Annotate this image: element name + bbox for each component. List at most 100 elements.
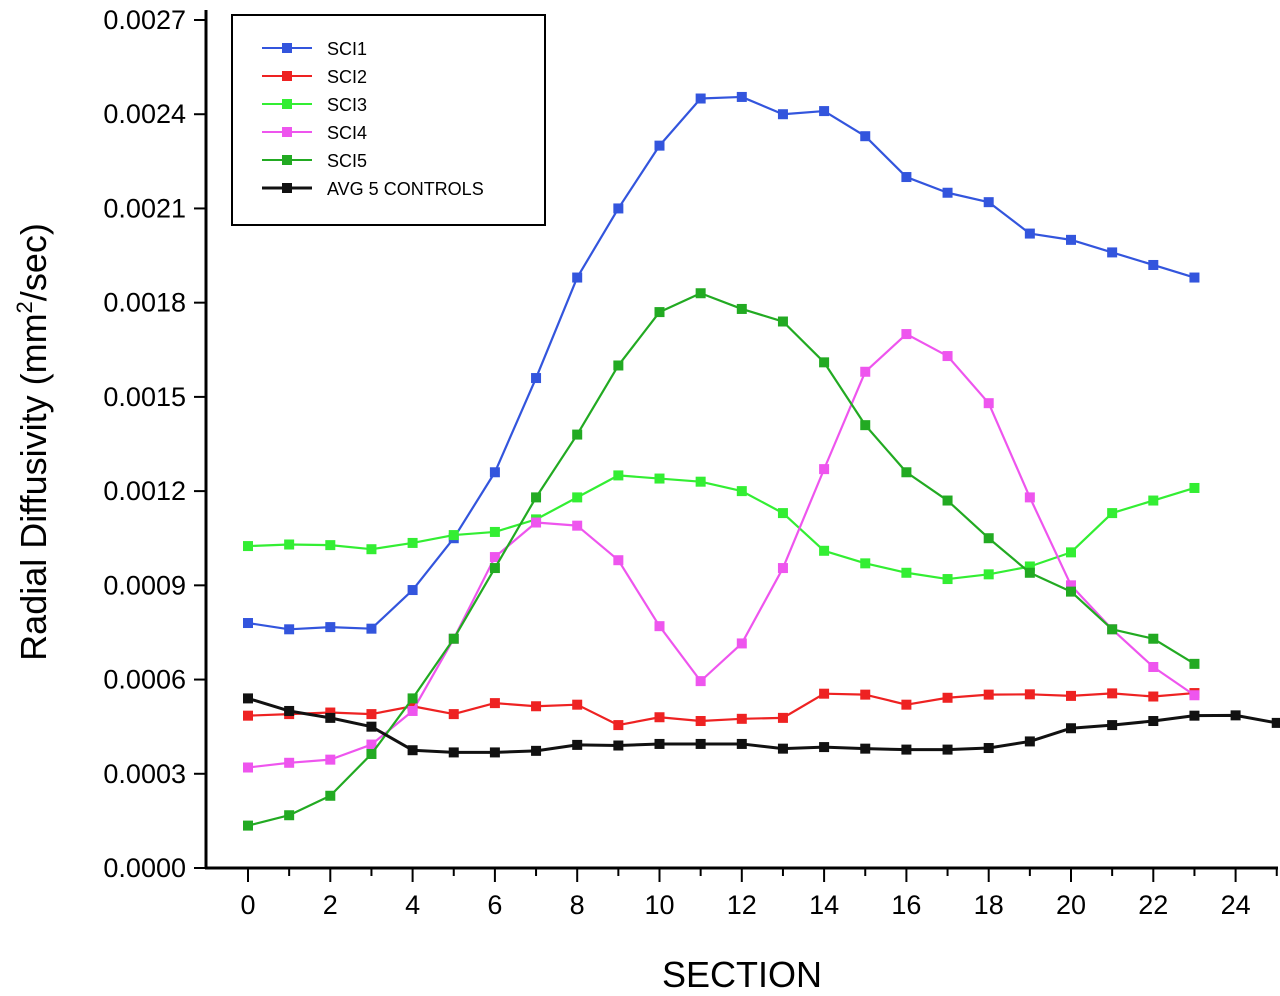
data-point [901, 329, 912, 340]
data-point [983, 689, 994, 700]
data-point [1107, 688, 1118, 699]
data-point [1189, 272, 1200, 283]
data-point [1148, 691, 1159, 702]
legend-label: SCI3 [327, 95, 367, 115]
data-point [448, 709, 459, 720]
y-tick-label: 0.0003 [103, 759, 186, 789]
x-tick-label: 14 [809, 890, 839, 920]
data-point [736, 486, 747, 497]
legend-swatch-marker [282, 155, 292, 165]
data-point [1189, 710, 1200, 721]
data-point [325, 707, 336, 718]
data-point [1271, 717, 1280, 728]
data-point [489, 552, 500, 563]
data-point [284, 705, 295, 716]
series-sci4 [243, 329, 1200, 773]
data-point [1189, 482, 1200, 493]
legend: SCI1 SCI2 SCI3 SCI4 SCI5 AVG 5 CONTROLS [231, 14, 546, 226]
data-point [860, 420, 871, 431]
series-line [247, 292, 1196, 827]
x-tick-label: 20 [1056, 890, 1086, 920]
data-point [613, 720, 624, 731]
data-point [366, 709, 377, 720]
data-point [777, 109, 788, 120]
data-point [243, 710, 253, 721]
data-point [243, 541, 253, 552]
data-point [819, 464, 830, 475]
data-point [284, 539, 295, 550]
data-point [901, 567, 912, 578]
data-point [284, 624, 295, 635]
data-point [1066, 234, 1076, 245]
data-point [777, 563, 788, 574]
data-point [1024, 561, 1035, 572]
data-point [366, 544, 377, 555]
legend-swatch-marker [282, 99, 292, 109]
series-avg-5-controls [243, 693, 1280, 758]
data-point [695, 716, 706, 727]
y-tick-label: 0.0024 [103, 99, 186, 129]
data-point [572, 492, 583, 503]
x-axis-ticks: 0 2 4 6 8 10 12 14 16 18 20 22 24 [240, 868, 1278, 920]
data-point [613, 740, 624, 751]
data-point [366, 721, 377, 732]
y-axis-title: Radial Diffusivity (mm2/sec) [12, 223, 54, 661]
data-point [1024, 228, 1035, 239]
legend-label: SCI1 [327, 39, 367, 59]
x-tick-label: 16 [891, 890, 921, 920]
data-point [1107, 247, 1118, 258]
data-point [531, 492, 542, 503]
data-point [1024, 689, 1035, 700]
data-point [1148, 633, 1159, 644]
data-point [1066, 580, 1076, 591]
legend-swatch-marker [282, 71, 292, 81]
data-point [407, 693, 418, 704]
data-point [1148, 259, 1159, 270]
data-point [1230, 710, 1241, 721]
data-point [366, 748, 377, 759]
data-point [695, 676, 706, 687]
data-point [942, 692, 953, 703]
series-sci2 [243, 688, 1200, 731]
legend-label: AVG 5 CONTROLS [327, 179, 484, 199]
y-tick-label: 0.0009 [103, 570, 186, 600]
data-point [736, 738, 747, 749]
data-point [489, 467, 500, 478]
legend-item: SCI4 [262, 123, 367, 143]
legend-item: AVG 5 CONTROLS [262, 179, 484, 199]
data-point [983, 533, 994, 544]
data-point [736, 713, 747, 724]
legend-item: SCI5 [262, 151, 367, 171]
data-point [736, 638, 747, 649]
y-axis-ticks: 0.0000 0.0003 0.0006 0.0009 0.0012 0.0015 0.00… [103, 5, 206, 883]
x-tick-label: 0 [240, 890, 255, 920]
x-tick-label: 22 [1138, 890, 1168, 920]
data-point [819, 742, 830, 753]
data-point [325, 790, 336, 801]
y-tick-label: 0.0015 [103, 382, 186, 412]
data-point [695, 288, 706, 299]
data-point [243, 618, 253, 629]
data-point [1024, 736, 1035, 747]
legend-label: SCI4 [327, 123, 367, 143]
data-point [448, 747, 459, 758]
data-point [1107, 508, 1118, 519]
x-tick-label: 12 [727, 890, 757, 920]
series-line [247, 691, 1195, 727]
data-point [819, 106, 830, 117]
x-tick-label: 4 [405, 890, 420, 920]
data-point [1024, 492, 1035, 503]
data-point [860, 131, 871, 142]
data-point [983, 398, 994, 409]
series-sci5 [243, 288, 1200, 831]
series-line [247, 332, 1196, 769]
series-line [247, 95, 1195, 631]
legend-label: SCI2 [327, 67, 367, 87]
data-point [983, 743, 994, 754]
legend-item: SCI3 [262, 95, 367, 115]
data-point [613, 360, 624, 371]
data-point [1066, 586, 1076, 597]
data-point [531, 745, 542, 756]
data-point [901, 744, 912, 755]
data-point [572, 429, 583, 440]
